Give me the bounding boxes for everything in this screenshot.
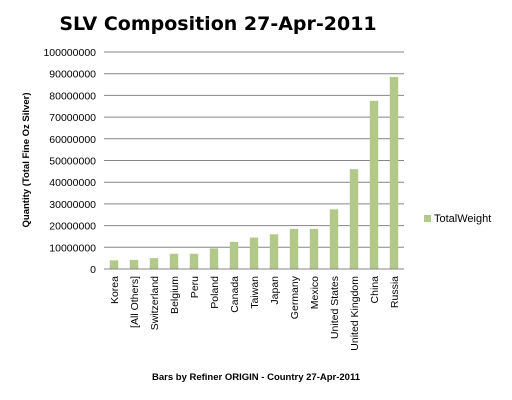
x-tick-label: United States (329, 276, 341, 339)
y-tick-label: 30000000 (49, 199, 96, 211)
x-tick-label: Korea (109, 276, 121, 304)
legend-label: TotalWeight (434, 213, 491, 225)
x-tick-label: Taiwan (249, 276, 261, 309)
bar (149, 258, 159, 269)
bar (309, 228, 319, 269)
y-tick-label: 40000000 (49, 177, 96, 189)
x-tick-label: Canada (229, 276, 241, 313)
gridlines (104, 51, 404, 248)
bar (329, 209, 339, 269)
legend-swatch (424, 215, 431, 222)
x-tick-label: Germany (289, 275, 301, 319)
x-tick-label: Poland (209, 276, 221, 309)
bar (109, 260, 119, 269)
x-tick-label: Switzerland (149, 276, 161, 330)
x-axis-tick-labels: Korea [All Others] Switzerland Belgium Peru P… (109, 275, 401, 350)
x-tick-label: Russia (389, 276, 401, 308)
y-tick-label: 90000000 (49, 69, 96, 81)
legend: TotalWeight (424, 213, 491, 225)
bar (229, 241, 239, 269)
y-tick-label: 10000000 (49, 242, 96, 254)
y-tick-label: 50000000 (49, 156, 96, 168)
bar (129, 259, 139, 269)
y-tick-label: 70000000 (49, 112, 96, 124)
bar (389, 76, 399, 269)
x-tick-label: China (369, 276, 381, 304)
x-tick-label: United Kingdom (349, 276, 361, 351)
x-tick-label: [All Others] (129, 276, 141, 328)
bar (249, 237, 259, 269)
y-tick-label: 20000000 (49, 221, 96, 233)
chart-title: SLV Composition 27-Apr-2011 (59, 13, 376, 35)
x-tick-label: Belgium (169, 276, 181, 314)
x-tick-label: Peru (189, 276, 201, 298)
bar (189, 253, 199, 269)
y-axis-tick-labels: 0 10000000 20000000 30000000 40000000 5000000… (43, 47, 96, 276)
bar (169, 253, 179, 269)
x-tick-label: Japan (269, 276, 281, 305)
x-tick-label: Mexico (309, 276, 321, 309)
x-axis-title: Bars by Refiner ORIGIN - Country 27-Apr-… (152, 372, 361, 383)
bar (289, 228, 299, 269)
bar (209, 248, 219, 269)
bar (369, 100, 379, 269)
y-tick-label: 0 (90, 264, 96, 276)
y-tick-label: 80000000 (49, 90, 96, 102)
y-axis-title: Quantity (Total Fine Oz Silver) (21, 93, 32, 228)
bar (269, 234, 279, 269)
bar (349, 169, 359, 269)
y-tick-label: 100000000 (43, 47, 96, 59)
y-tick-label: 60000000 (49, 134, 96, 146)
bars (109, 76, 399, 269)
